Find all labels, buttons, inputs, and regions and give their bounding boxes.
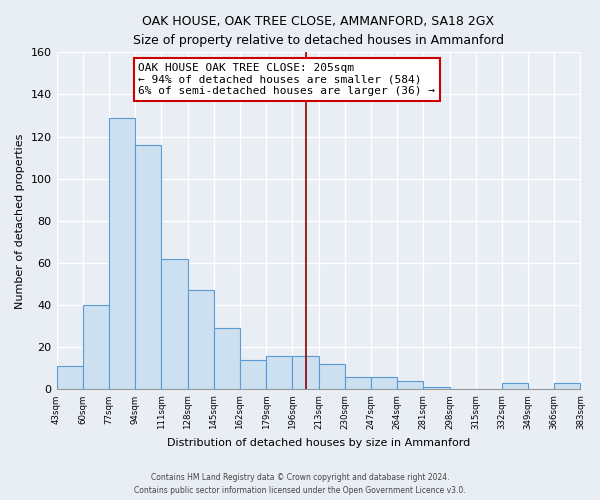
Text: Contains HM Land Registry data © Crown copyright and database right 2024.
Contai: Contains HM Land Registry data © Crown c… bbox=[134, 474, 466, 495]
Bar bbox=[266, 356, 292, 390]
Bar bbox=[83, 305, 109, 390]
Bar bbox=[188, 290, 214, 390]
Bar bbox=[424, 388, 449, 390]
Bar bbox=[240, 360, 266, 390]
Bar bbox=[109, 118, 135, 390]
Y-axis label: Number of detached properties: Number of detached properties bbox=[15, 133, 25, 308]
X-axis label: Distribution of detached houses by size in Ammanford: Distribution of detached houses by size … bbox=[167, 438, 470, 448]
Bar bbox=[397, 381, 424, 390]
Bar bbox=[554, 383, 580, 390]
Title: OAK HOUSE, OAK TREE CLOSE, AMMANFORD, SA18 2GX
Size of property relative to deta: OAK HOUSE, OAK TREE CLOSE, AMMANFORD, SA… bbox=[133, 15, 504, 47]
Bar bbox=[502, 383, 528, 390]
Bar bbox=[214, 328, 240, 390]
Bar bbox=[371, 377, 397, 390]
Text: OAK HOUSE OAK TREE CLOSE: 205sqm
← 94% of detached houses are smaller (584)
6% o: OAK HOUSE OAK TREE CLOSE: 205sqm ← 94% o… bbox=[138, 63, 435, 96]
Bar bbox=[319, 364, 345, 390]
Bar bbox=[345, 377, 371, 390]
Bar bbox=[292, 356, 319, 390]
Bar bbox=[56, 366, 83, 390]
Bar bbox=[161, 259, 188, 390]
Bar bbox=[135, 145, 161, 390]
